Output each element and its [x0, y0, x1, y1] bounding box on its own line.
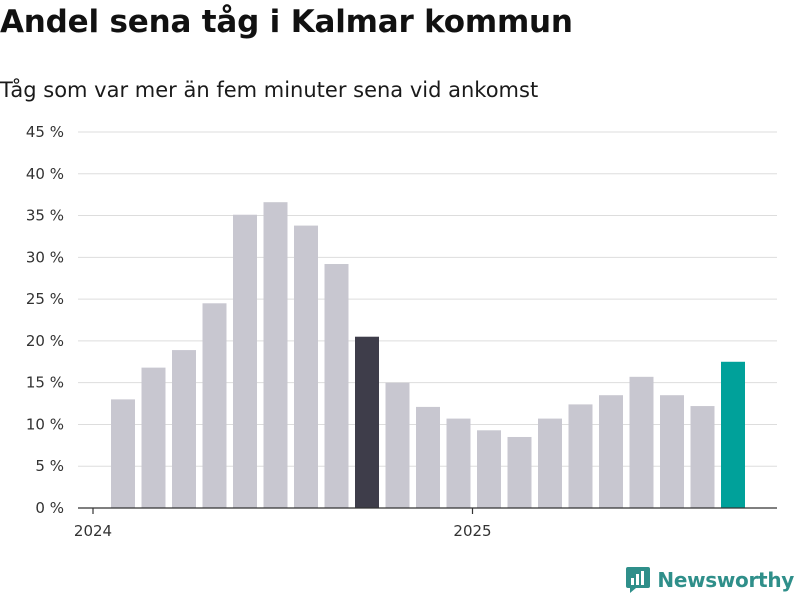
bar-2024-02 [141, 367, 166, 508]
bar-2025-08 [690, 406, 715, 508]
y-tick-label: 15 % [26, 374, 64, 392]
bar-2024-06 [263, 202, 288, 509]
bar-2024-05 [233, 214, 257, 508]
y-axis-tick-labels: 0 % 5 % 10 % 15 % 20 % 25 % 30 % 35 % 40 % 45 % [26, 123, 64, 517]
bar-2024-01 [111, 399, 135, 508]
bar-2025-03 [538, 418, 562, 508]
bar-2025-04 [568, 404, 593, 508]
bar-2024-07 [294, 225, 318, 509]
bar-2025-05 [599, 395, 623, 508]
y-tick-label: 25 % [26, 290, 64, 308]
bar-2024-03 [172, 350, 196, 508]
y-tick-label: 45 % [26, 123, 64, 141]
x-axis-tick-labels: 2024 2025 [74, 508, 492, 540]
bar-2024-04 [202, 303, 227, 508]
chart-title: Andel sena tåg i Kalmar kommun [0, 4, 573, 40]
y-tick-label: 40 % [26, 165, 64, 183]
bar-2025-07 [660, 395, 684, 508]
x-tick-label: 2024 [74, 522, 112, 540]
chart-subtitle: Tåg som var mer än fem minuter sena vid … [0, 78, 539, 102]
bar-2024-09 [355, 336, 379, 508]
brand-logo: Newsworthy [625, 566, 794, 594]
bars [111, 202, 745, 509]
y-tick-label: 5 % [35, 457, 64, 475]
bar-2024-10 [385, 382, 410, 508]
newsworthy-logo-icon [626, 567, 651, 593]
bar-2025-01 [477, 430, 501, 508]
bar-2025-02 [507, 436, 532, 508]
bar-2025-09 [721, 361, 745, 508]
bar-2024-11 [416, 406, 440, 508]
y-tick-label: 35 % [26, 207, 64, 225]
y-tick-label: 10 % [26, 415, 64, 433]
bar-2024-08 [324, 264, 349, 508]
y-tick-label: 20 % [26, 332, 64, 350]
y-tick-label: 0 % [35, 499, 64, 517]
x-tick-label: 2025 [453, 522, 491, 540]
brand-name: Newsworthy [657, 568, 794, 592]
grid-lines [78, 131, 777, 467]
bar-2025-06 [629, 376, 654, 508]
y-tick-label: 30 % [26, 248, 64, 266]
bar-2024-12 [446, 418, 471, 508]
